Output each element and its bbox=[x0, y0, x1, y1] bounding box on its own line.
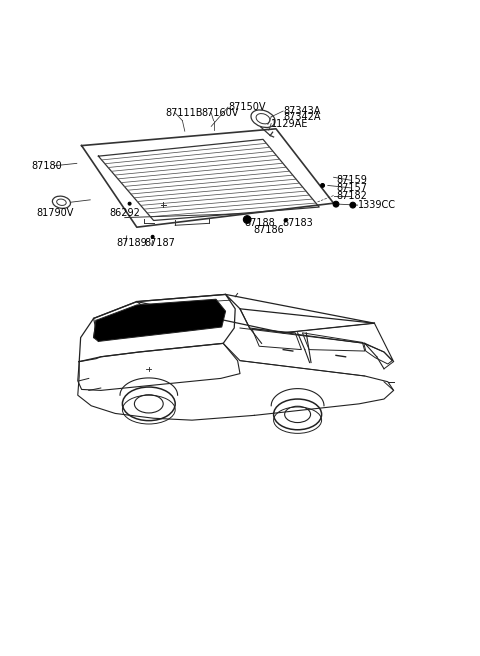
Text: 1129AE: 1129AE bbox=[271, 119, 309, 129]
Text: 87157: 87157 bbox=[336, 183, 367, 193]
Text: 87343A: 87343A bbox=[283, 106, 321, 116]
Text: 86292: 86292 bbox=[109, 208, 140, 218]
Text: 87182: 87182 bbox=[336, 190, 367, 201]
Text: 87186: 87186 bbox=[253, 225, 284, 235]
Text: 87189: 87189 bbox=[116, 237, 147, 247]
Polygon shape bbox=[94, 299, 226, 341]
Text: 87183: 87183 bbox=[282, 218, 313, 228]
Text: 87111B: 87111B bbox=[166, 108, 203, 118]
Text: 87188: 87188 bbox=[245, 218, 276, 228]
Text: 87159: 87159 bbox=[336, 175, 367, 185]
Circle shape bbox=[284, 219, 287, 222]
Circle shape bbox=[243, 216, 251, 223]
Text: 87160V: 87160V bbox=[202, 108, 239, 118]
Text: 87150V: 87150V bbox=[228, 102, 265, 112]
Circle shape bbox=[321, 184, 324, 188]
Circle shape bbox=[128, 202, 131, 205]
Text: 81790V: 81790V bbox=[36, 208, 73, 218]
Circle shape bbox=[151, 236, 154, 238]
Circle shape bbox=[350, 202, 356, 208]
Text: 87187: 87187 bbox=[144, 237, 175, 247]
Circle shape bbox=[333, 201, 339, 207]
Text: 1339CC: 1339CC bbox=[358, 200, 396, 210]
Text: 87342A: 87342A bbox=[283, 112, 321, 122]
Text: 87180: 87180 bbox=[31, 161, 62, 171]
